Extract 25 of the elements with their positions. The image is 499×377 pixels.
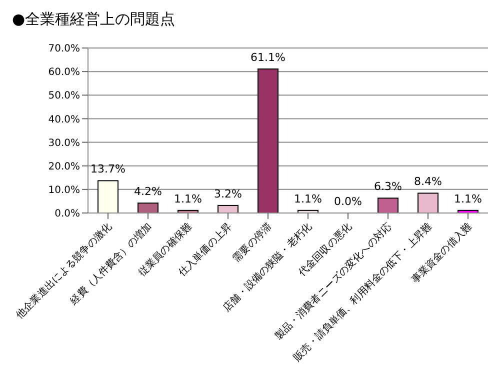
data-label: 6.3% — [374, 180, 402, 194]
y-tick-label: 0.0% — [54, 208, 80, 220]
data-label: 1.1% — [174, 192, 202, 206]
data-label: 8.4% — [414, 175, 442, 188]
chart-title: ●全業種経営上の問題点 — [12, 10, 176, 29]
y-tick-label: 10.0% — [48, 184, 80, 196]
y-tick-label: 20.0% — [48, 161, 80, 172]
data-label: 3.2% — [214, 187, 242, 200]
data-label: 13.7% — [90, 162, 126, 176]
y-tick-label: 50.0% — [48, 90, 80, 102]
y-tick-label: 70.0% — [48, 44, 80, 55]
y-tick-label: 40.0% — [48, 114, 80, 126]
bar — [418, 192, 438, 213]
data-label: 1.1% — [294, 192, 322, 206]
data-label: 61.1% — [250, 50, 286, 64]
bar — [218, 204, 238, 213]
bar — [138, 202, 158, 213]
y-tick-label: 30.0% — [48, 138, 80, 149]
bar — [258, 68, 278, 213]
bar — [378, 198, 398, 213]
data-label: 0.0% — [334, 195, 362, 208]
y-tick-label: 60.0% — [48, 67, 80, 78]
bar — [98, 180, 118, 213]
data-label: 1.1% — [454, 192, 482, 206]
data-label: 4.2% — [134, 185, 162, 198]
